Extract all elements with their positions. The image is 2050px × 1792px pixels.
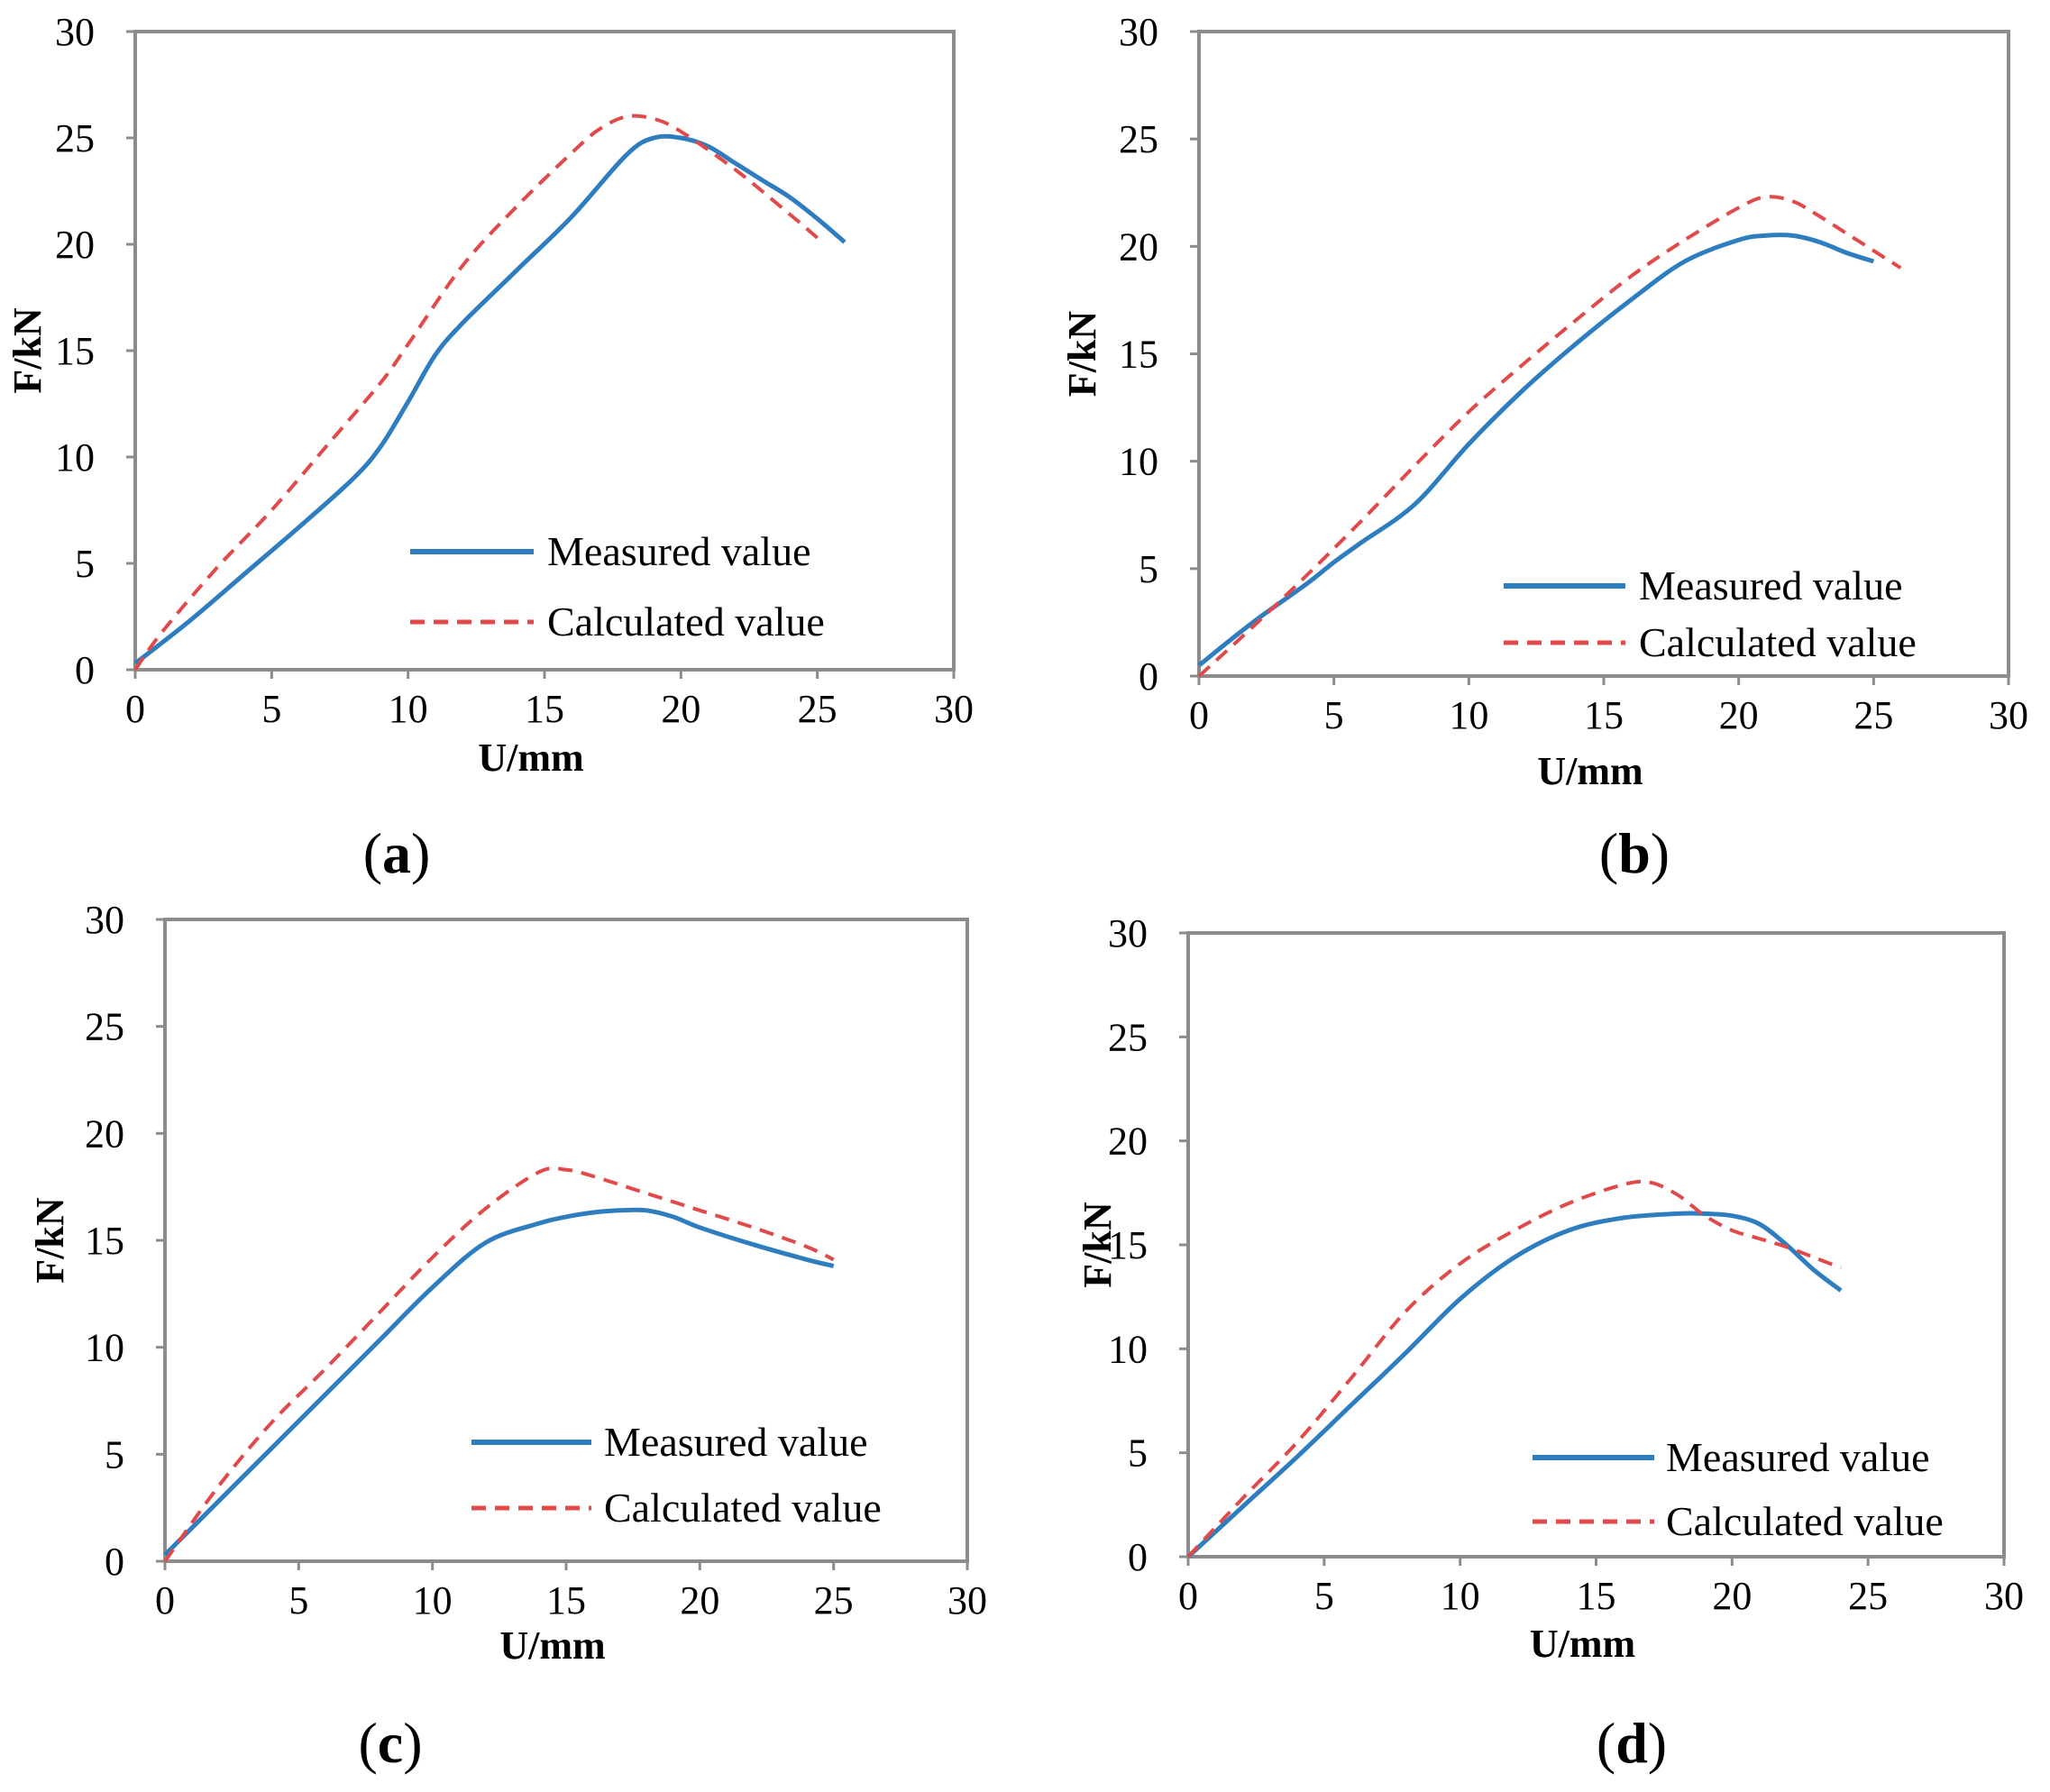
y-axis-title: F/kN bbox=[1075, 1202, 1120, 1288]
legend-label: Measured value bbox=[1666, 1434, 1930, 1480]
y-tick-label: 15 bbox=[55, 329, 95, 373]
x-tick-label: 5 bbox=[288, 1578, 308, 1623]
y-tick-label: 25 bbox=[85, 1005, 124, 1049]
series-line-calculated bbox=[1197, 195, 1902, 678]
y-tick-label: 0 bbox=[1128, 1535, 1148, 1579]
y-tick-label: 20 bbox=[85, 1111, 124, 1156]
y-tick-label: 5 bbox=[1128, 1431, 1148, 1476]
y-tick-label: 30 bbox=[1119, 10, 1158, 54]
series-line-measured bbox=[1186, 1211, 1843, 1559]
y-tick-label: 5 bbox=[105, 1432, 124, 1477]
x-tick-label: 0 bbox=[1189, 693, 1209, 737]
series-line-measured bbox=[1197, 233, 1875, 668]
x-tick-label: 25 bbox=[1848, 1574, 1888, 1618]
y-tick-label: 0 bbox=[105, 1540, 124, 1584]
y-axis-title: F/kN bbox=[28, 1197, 72, 1284]
x-tick-label: 15 bbox=[525, 687, 564, 731]
chart-panel-b: 0 5 10 15 20 25 30 0 5 10 15 20 25 30 U/mm F/kN Measured… bbox=[1060, 10, 2028, 885]
x-tick-label: 10 bbox=[389, 687, 428, 731]
y-tick-label: 20 bbox=[1119, 224, 1158, 269]
y-tick-label: 25 bbox=[55, 116, 95, 160]
panel-label: (b) bbox=[1599, 821, 1670, 885]
x-axis-title: U/mm bbox=[1537, 749, 1643, 793]
panel-letter: c bbox=[378, 1711, 403, 1775]
legend-label: Calculated value bbox=[547, 599, 825, 645]
x-tick-label: 25 bbox=[814, 1578, 854, 1623]
series-line-calculated bbox=[163, 1166, 835, 1563]
y-tick-label: 20 bbox=[1108, 1120, 1148, 1164]
x-tick-label: 30 bbox=[947, 1578, 987, 1623]
y-axis-title: F/kN bbox=[1060, 311, 1104, 398]
x-tick-label: 30 bbox=[1989, 693, 2028, 737]
chart-panel-c: 0 5 10 15 20 25 30 0 5 10 15 20 25 30 U/mm F/kN Measured… bbox=[28, 898, 987, 1775]
legend-label: Calculated value bbox=[604, 1485, 882, 1531]
y-tick-label: 30 bbox=[1108, 911, 1148, 955]
legend-label: Calculated value bbox=[1639, 619, 1917, 665]
y-tick-label: 15 bbox=[1119, 333, 1158, 377]
y-tick-label: 25 bbox=[1119, 117, 1158, 161]
x-tick-label: 15 bbox=[1577, 1574, 1616, 1618]
x-tick-label: 20 bbox=[661, 687, 700, 731]
panel-letter: b bbox=[1618, 821, 1651, 885]
x-tick-label: 30 bbox=[1984, 1574, 2024, 1618]
y-tick-label: 5 bbox=[1139, 547, 1158, 591]
x-tick-label: 0 bbox=[1178, 1574, 1198, 1618]
x-tick-label: 10 bbox=[1441, 1574, 1480, 1618]
x-axis-title: U/mm bbox=[1530, 1622, 1635, 1666]
y-tick-label: 30 bbox=[85, 898, 124, 942]
series-line-calculated bbox=[133, 114, 819, 672]
y-tick-label: 10 bbox=[1119, 440, 1158, 484]
x-tick-label: 25 bbox=[798, 687, 837, 731]
y-tick-label: 10 bbox=[1108, 1327, 1148, 1371]
legend-label: Calculated value bbox=[1666, 1498, 1944, 1544]
y-tick-label: 10 bbox=[85, 1326, 124, 1370]
x-axis-title: U/mm bbox=[478, 736, 583, 780]
chart-panel-d: 0 5 10 15 20 25 30 0 5 10 15 20 25 30 U/mm F/kN Measured… bbox=[1075, 911, 2024, 1775]
x-tick-label: 5 bbox=[1314, 1574, 1334, 1618]
x-tick-label: 0 bbox=[125, 687, 145, 731]
panel-letter: d bbox=[1615, 1711, 1648, 1775]
series-line-measured bbox=[133, 133, 847, 665]
x-tick-label: 25 bbox=[1853, 693, 1893, 737]
plot-frame bbox=[163, 918, 969, 1563]
y-tick-label: 5 bbox=[75, 542, 95, 586]
legend-label: Measured value bbox=[604, 1419, 868, 1465]
x-tick-label: 15 bbox=[1584, 693, 1624, 737]
panel-label: (a) bbox=[363, 821, 431, 885]
legend-label: Measured value bbox=[547, 528, 811, 574]
series-line-calculated bbox=[1186, 1179, 1842, 1559]
chart-panel-a: 0 5 10 15 20 25 30 0 5 10 15 20 25 30 U/mm F/kN Measured… bbox=[5, 10, 974, 885]
y-tick-label: 20 bbox=[55, 223, 95, 267]
plot-frame bbox=[133, 30, 956, 672]
y-tick-label: 15 bbox=[85, 1219, 124, 1263]
x-tick-label: 20 bbox=[1719, 693, 1759, 737]
x-tick-label: 15 bbox=[546, 1578, 586, 1623]
x-tick-label: 20 bbox=[1712, 1574, 1752, 1618]
x-tick-label: 0 bbox=[155, 1578, 175, 1623]
panel-letter: a bbox=[382, 821, 411, 885]
x-tick-label: 10 bbox=[1449, 693, 1488, 737]
legend-label: Measured value bbox=[1639, 562, 1903, 608]
x-tick-label: 5 bbox=[261, 687, 281, 731]
y-tick-label: 0 bbox=[75, 648, 95, 692]
x-tick-label: 5 bbox=[1324, 693, 1344, 737]
x-axis-title: U/mm bbox=[499, 1623, 605, 1668]
y-tick-label: 30 bbox=[55, 10, 95, 54]
y-axis-title: F/kN bbox=[5, 307, 50, 394]
series-line-measured bbox=[163, 1207, 835, 1557]
panel-label: (c) bbox=[358, 1711, 422, 1775]
panel-label: (d) bbox=[1597, 1711, 1667, 1775]
y-tick-label: 0 bbox=[1139, 654, 1158, 699]
y-tick-label: 15 bbox=[1108, 1223, 1148, 1267]
y-tick-label: 25 bbox=[1108, 1015, 1148, 1059]
x-tick-label: 30 bbox=[934, 687, 974, 731]
x-tick-label: 10 bbox=[413, 1578, 453, 1623]
y-tick-label: 10 bbox=[55, 435, 95, 480]
x-tick-label: 20 bbox=[680, 1578, 719, 1623]
